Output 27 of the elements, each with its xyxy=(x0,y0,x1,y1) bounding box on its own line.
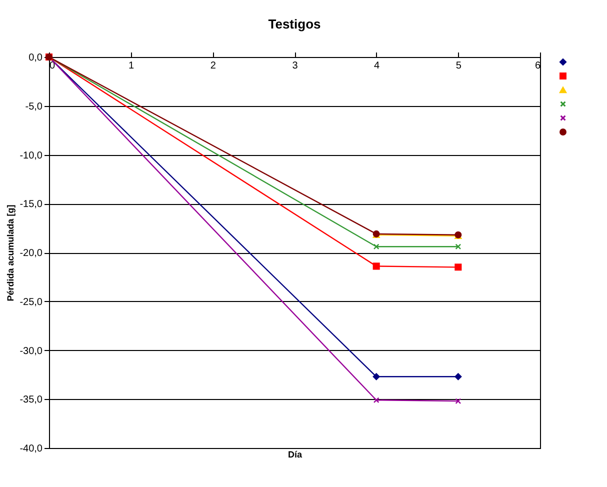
x-tick-label: 4 xyxy=(374,60,380,72)
y-tick-label: 0,0 xyxy=(28,52,43,64)
x-tick-label: 2 xyxy=(210,60,216,72)
point xyxy=(372,373,380,380)
y-tick-label: -5,0 xyxy=(25,101,43,112)
y-axis-title: Pérdida acumulada [g] xyxy=(6,204,16,302)
x-tick-label: 1 xyxy=(128,60,135,72)
x-tick-label: 6 xyxy=(534,60,541,72)
x-tick-label: 5 xyxy=(456,60,462,72)
chart-title: Testigos xyxy=(268,16,321,32)
point xyxy=(455,244,462,250)
y-tick-label: -25,0 xyxy=(20,296,43,308)
x-tick-label: 0 xyxy=(50,60,56,72)
x-tick-label: 3 xyxy=(292,60,298,72)
point xyxy=(372,262,380,270)
y-tick-label: -20,0 xyxy=(20,248,43,259)
y-tick-label: -10,0 xyxy=(20,150,43,162)
point xyxy=(373,397,380,404)
y-tick-label: -35,0 xyxy=(20,394,43,406)
y-tick-label: -40,0 xyxy=(20,444,43,454)
point xyxy=(455,398,462,404)
point xyxy=(454,373,462,380)
point xyxy=(373,244,380,250)
x-axis-title: Día xyxy=(288,450,303,460)
y-tick-label: -15,0 xyxy=(20,199,43,210)
y-tick-label: -30,0 xyxy=(20,346,43,357)
point xyxy=(454,264,462,271)
